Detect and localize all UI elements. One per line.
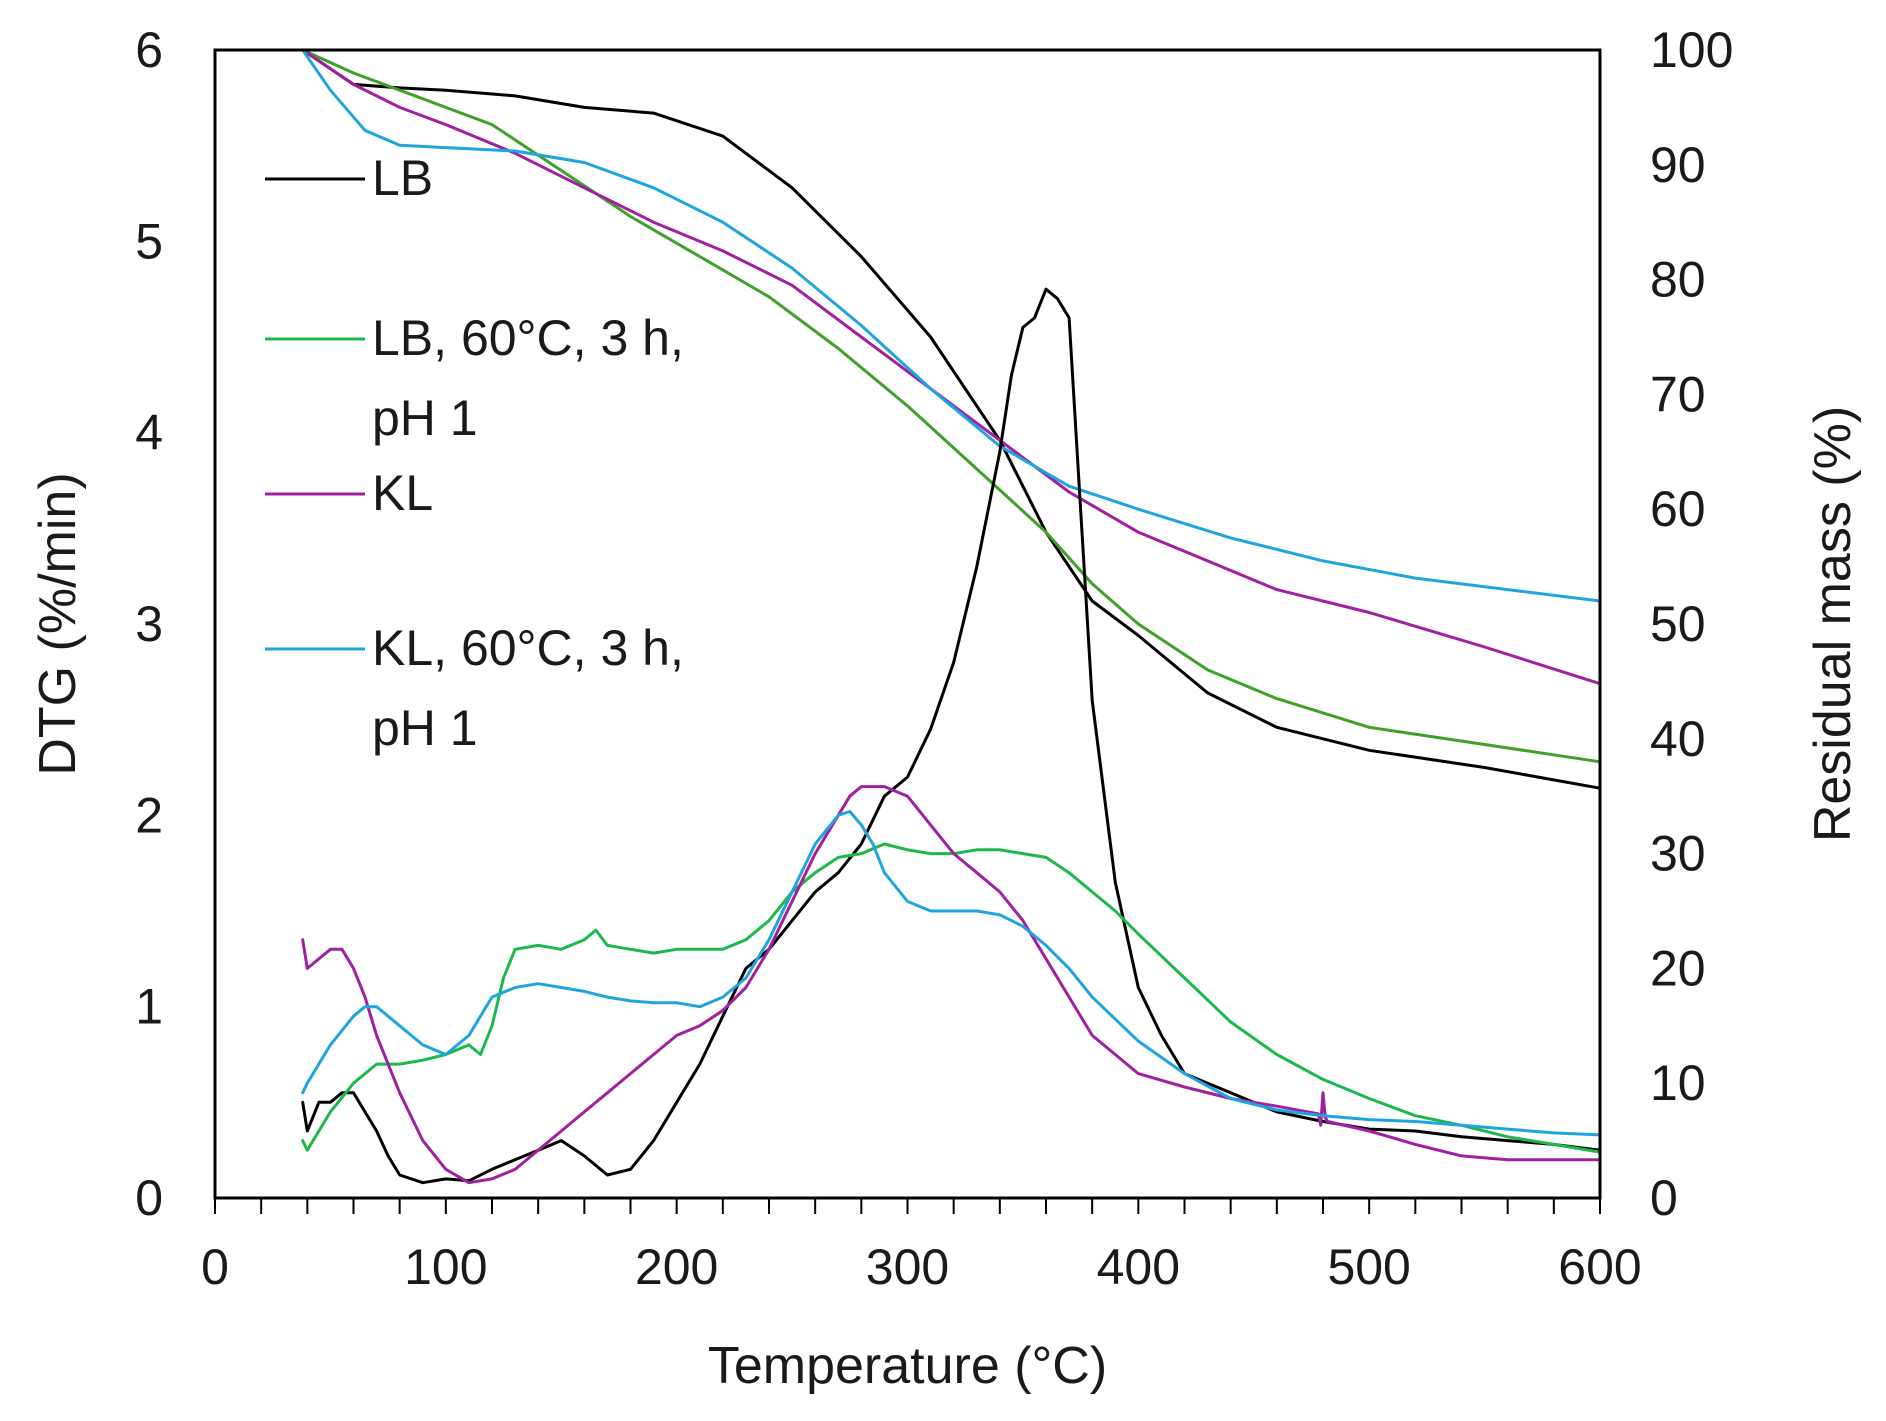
legend-label-lb: LB [372,150,433,206]
y-left-tick-label: 6 [135,22,163,78]
y-right-tick-label: 100 [1650,22,1733,78]
y-left-tick-label: 1 [135,979,163,1035]
legend-label-kl-60-c-3-h-ph-1: pH 1 [372,700,478,756]
x-tick-label: 100 [404,1239,487,1295]
legend-label-kl-60-c-3-h-ph-1: KL, 60°C, 3 h, [372,620,684,676]
y-left-tick-label: 4 [135,405,163,461]
tick-label-layer: 0 100 200 300 400 500 600012345601020304050607… [135,22,1733,1295]
series-line-dtg-lb [301,287,1602,1185]
x-tick-label: 300 [866,1239,949,1295]
tick-layer [214,1198,1601,1214]
y-right-tick-label: 40 [1650,711,1706,767]
series-layer [301,48,1602,1185]
series-line-dtg-kl-60-c-3-h-ph-1 [301,810,1602,1137]
y-left-tick-label: 2 [135,787,163,843]
series-line-mass-lb-60-c-3-h-ph-1 [301,48,1602,764]
y-right-tick-label: 60 [1650,481,1706,537]
y-left-tick-label: 3 [135,596,163,652]
y-right-tick-label: 10 [1650,1055,1706,1111]
series-line-mass-kl [301,48,1602,686]
y-left-tick-label: 0 [135,1170,163,1226]
x-tick-label: 600 [1558,1239,1641,1295]
y-right-tick-label: 0 [1650,1170,1678,1226]
y-right-tick-label: 50 [1650,596,1706,652]
y-right-tick-label: 70 [1650,366,1706,422]
y-right-tick-label: 80 [1650,252,1706,308]
y-left-tick-label: 5 [135,213,163,269]
series-line-mass-lb [301,48,1602,790]
x-tick-label: 500 [1327,1239,1410,1295]
y-right-axis-title: Residual mass (%) [1804,406,1862,842]
y-right-tick-label: 30 [1650,826,1706,882]
series-line-mass-kl-60-c-3-h-ph-1 [301,48,1602,603]
x-tick-label: 400 [1097,1239,1180,1295]
x-tick-label: 200 [635,1239,718,1295]
x-tick-label: 0 [201,1239,229,1295]
y-right-tick-label: 20 [1650,940,1706,996]
legend-label-lb-60-c-3-h-ph-1: LB, 60°C, 3 h, [372,310,684,366]
legend-label-lb-60-c-3-h-ph-1: pH 1 [372,390,478,446]
y-right-tick-label: 90 [1650,137,1706,193]
legend-label-kl: KL [372,465,433,521]
y-left-axis-title: DTG (%/min) [29,472,87,775]
legend: LB LB, 60°C, 3 h, pH 1 KL KL, 60°C, 3 h, pH 1 [265,150,684,756]
x-axis-title: Temperature (°C) [708,1337,1107,1395]
